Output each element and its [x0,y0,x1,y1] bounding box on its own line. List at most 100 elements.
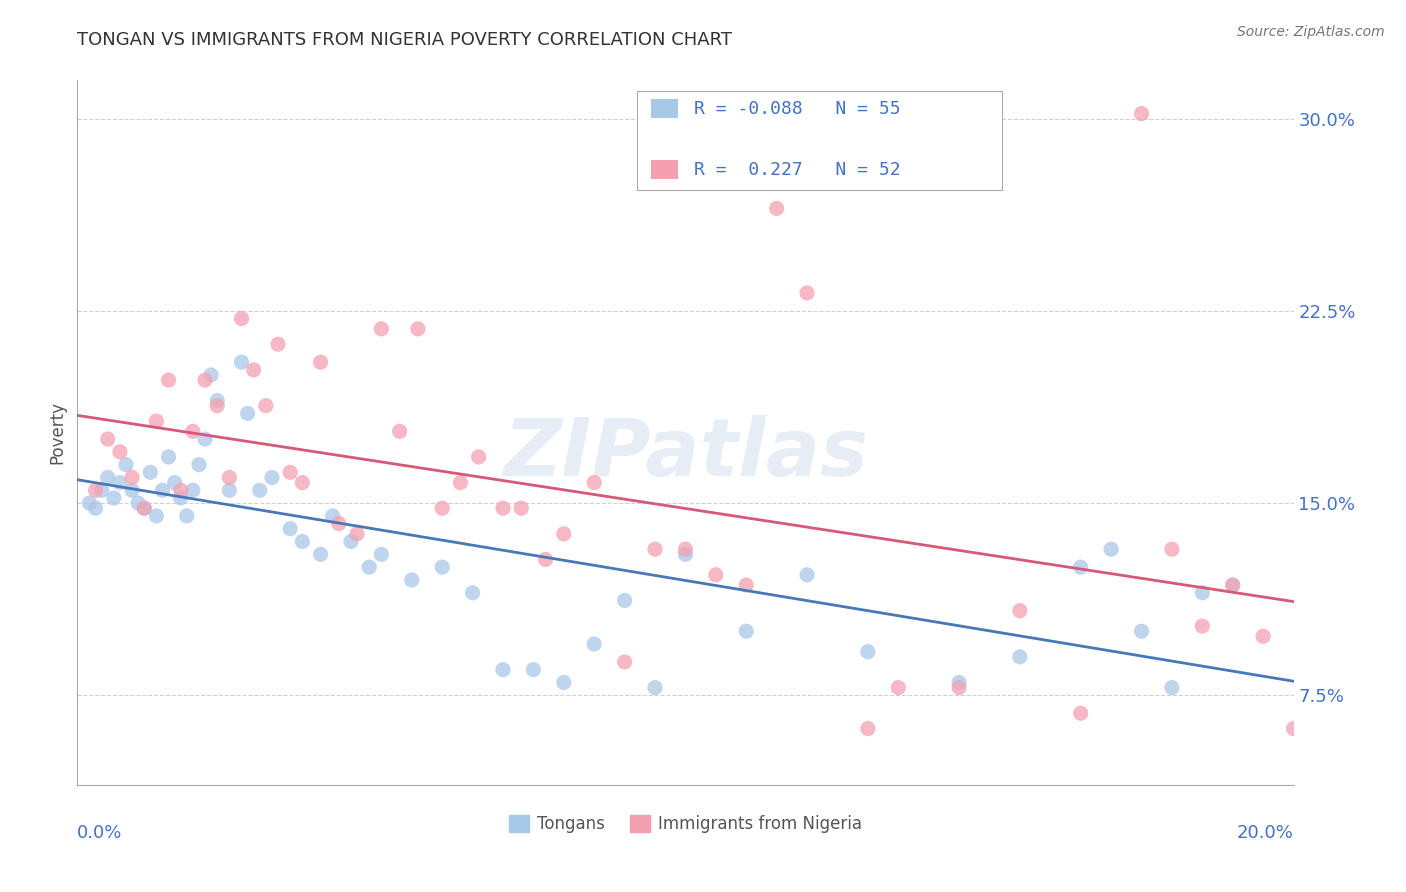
Point [1008,649,1031,664]
Point [242,363,264,377]
Point [267,337,290,351]
Point [205,393,228,408]
Point [134,501,156,516]
Point [492,501,515,516]
Point [553,526,575,541]
Point [127,496,149,510]
Text: TONGAN VS IMMIGRANTS FROM NIGERIA POVERTY CORRELATION CHART: TONGAN VS IMMIGRANTS FROM NIGERIA POVERT… [77,31,733,49]
Point [170,491,193,505]
Point [406,322,429,336]
Point [163,475,186,490]
Point [467,450,489,464]
Point [1222,578,1244,592]
Point [449,475,471,490]
Point [278,466,301,480]
Point [1251,629,1274,643]
Point [359,560,381,574]
Point [644,681,666,695]
Point [97,470,120,484]
Point [79,496,101,510]
Point [340,534,363,549]
Text: 20.0%: 20.0% [1237,823,1294,842]
Point [1191,619,1213,633]
Text: R = -0.088   N = 55: R = -0.088 N = 55 [695,100,901,118]
Legend: Tongans, Immigrants from Nigeria: Tongans, Immigrants from Nigeria [502,808,869,840]
Point [583,475,606,490]
Point [108,475,131,490]
Point [1130,106,1153,120]
FancyBboxPatch shape [651,161,678,179]
Point [1313,604,1336,618]
Point [231,311,253,326]
Point [583,637,606,651]
Point [1343,534,1365,549]
Point [200,368,222,382]
Point [97,432,120,446]
Point [115,458,138,472]
Point [278,522,301,536]
Point [90,483,112,498]
Point [181,483,204,498]
Point [534,552,557,566]
Point [887,681,910,695]
Point [309,547,332,561]
Point [231,355,253,369]
Point [675,542,697,557]
Point [856,722,879,736]
Point [218,483,240,498]
Point [218,470,240,484]
Point [1282,722,1305,736]
Point [675,547,697,561]
Point [492,663,515,677]
Point [796,285,818,300]
Point [644,542,666,557]
Point [205,399,228,413]
Point [249,483,271,498]
Point [254,399,277,413]
Point [856,645,879,659]
Point [236,406,259,420]
Point [796,567,818,582]
Point [704,567,727,582]
FancyBboxPatch shape [651,99,678,118]
Point [1161,681,1184,695]
Point [613,655,636,669]
Point [194,373,217,387]
Text: ZIPatlas: ZIPatlas [503,415,868,492]
Point [948,681,970,695]
Point [1099,542,1122,557]
Text: R =  0.227   N = 52: R = 0.227 N = 52 [695,161,901,179]
Point [157,450,180,464]
Point [1130,624,1153,639]
Point [108,445,131,459]
Point [152,483,174,498]
Point [84,501,107,516]
Point [1008,604,1031,618]
Point [260,470,283,484]
Point [309,355,332,369]
Point [370,547,392,561]
Point [1070,560,1092,574]
Point [145,508,167,523]
Point [121,470,143,484]
Point [1070,706,1092,721]
Point [948,675,970,690]
FancyBboxPatch shape [637,91,1001,189]
Point [181,425,204,439]
Point [346,526,368,541]
Point [176,508,198,523]
Text: Source: ZipAtlas.com: Source: ZipAtlas.com [1237,25,1385,39]
Point [765,202,787,216]
Point [170,483,193,498]
Text: 0.0%: 0.0% [77,823,122,842]
Point [735,624,758,639]
Point [322,508,344,523]
Point [103,491,125,505]
Point [194,432,217,446]
Point [157,373,180,387]
Point [461,586,484,600]
Point [134,501,156,516]
Point [328,516,350,531]
Point [291,475,314,490]
Point [1191,586,1213,600]
